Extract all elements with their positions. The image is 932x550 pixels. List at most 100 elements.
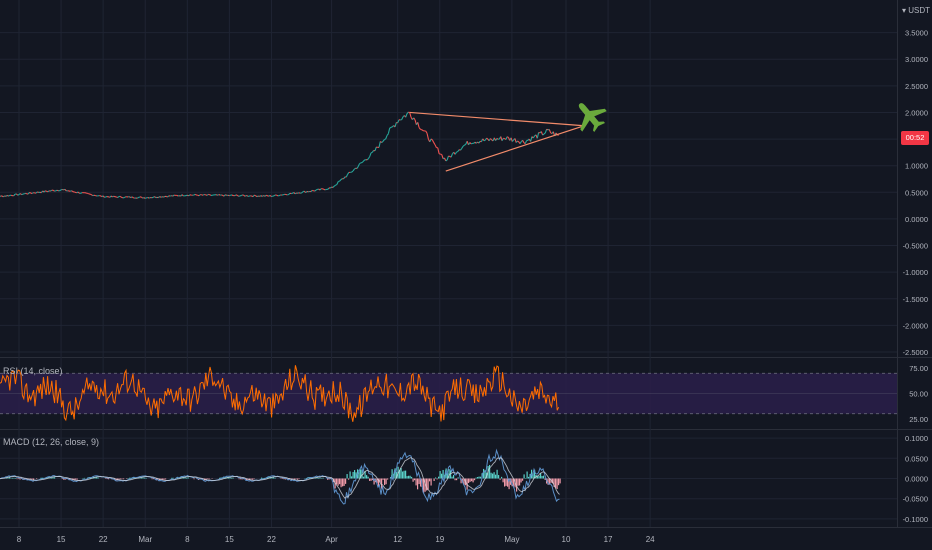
macd-histogram-bar (556, 478, 558, 490)
macd-histogram-bar (468, 478, 470, 483)
macd-histogram-bar (130, 477, 132, 479)
x-tick-label: 19 (435, 535, 444, 544)
macd-histogram-bar (438, 476, 440, 479)
macd-histogram-bar (339, 478, 341, 485)
price-segment (333, 184, 336, 187)
macd-histogram-bar (355, 472, 357, 479)
macd-tick-label: 0.0000 (905, 475, 928, 484)
macd-histogram-bar (418, 478, 420, 485)
macd-histogram-bar (451, 476, 453, 479)
price-segment (209, 194, 212, 196)
price-tick-label: -1.0000 (903, 268, 928, 277)
macd-histogram-bar (271, 477, 273, 479)
price-tick-label: -1.5000 (903, 295, 928, 304)
macd-histogram-bar (541, 476, 543, 479)
macd-histogram-bar (469, 478, 471, 482)
price-segment (441, 154, 444, 159)
macd-histogram-bar (267, 477, 269, 479)
macd-histogram-bar (528, 476, 530, 479)
price-segment (221, 194, 224, 197)
price-segment (43, 190, 46, 193)
macd-histogram-bar (246, 478, 248, 481)
price-segment (522, 139, 525, 143)
price-segment (340, 178, 343, 181)
price-segment (100, 195, 103, 198)
x-tick-label: 8 (185, 535, 190, 544)
macd-histogram-bar (411, 476, 413, 479)
macd-histogram-bar (33, 478, 35, 480)
macd-histogram-bar (442, 469, 444, 479)
price-segment (29, 191, 32, 194)
price-segment (17, 194, 20, 196)
rsi-pane[interactable] (0, 365, 897, 422)
macd-histogram-bar (327, 478, 329, 480)
x-tick-label: 15 (225, 535, 234, 544)
macd-label: MACD (12, 26, close, 9) (3, 437, 100, 447)
macd-histogram-bar (385, 478, 387, 485)
price-segment (50, 189, 53, 192)
price-segment (542, 133, 545, 136)
price-segment (104, 196, 106, 198)
macd-histogram-bar (193, 478, 195, 480)
macd-histogram-bar (429, 478, 431, 482)
price-segment (418, 127, 421, 130)
macd-histogram-bar (358, 469, 360, 479)
macd-histogram-bar (522, 478, 524, 481)
price-segment (425, 130, 428, 134)
macd-histogram-bar (376, 478, 378, 484)
price-segment (318, 188, 321, 191)
price-segment (166, 195, 168, 198)
price-segment (293, 192, 296, 195)
macd-histogram-bar (219, 477, 221, 479)
macd-histogram-bar (471, 478, 473, 482)
macd-pane[interactable] (0, 448, 561, 505)
price-segment (37, 191, 39, 193)
price-segment (140, 196, 143, 199)
macd-histogram-bar (336, 478, 338, 485)
price-segment (456, 151, 459, 153)
macd-histogram-bar (433, 478, 435, 481)
macd-histogram-bar (519, 478, 521, 486)
macd-histogram-bar (141, 477, 143, 479)
price-segment (110, 195, 113, 198)
macd-histogram-bar (345, 478, 347, 484)
price-segment (462, 144, 465, 147)
currency-dot: ▾ (902, 6, 909, 15)
macd-histogram-bar (18, 478, 20, 480)
x-tick-label: Mar (138, 535, 152, 544)
price-segment (550, 132, 553, 135)
price-segment (223, 194, 226, 197)
macd-histogram-bar (534, 469, 536, 479)
macd-histogram-bar (15, 477, 17, 479)
macd-histogram-bar (501, 476, 503, 479)
price-segment (119, 195, 122, 198)
macd-histogram-bar (294, 478, 296, 480)
price-segment (143, 197, 146, 199)
price-pane[interactable] (0, 111, 585, 201)
price-segment (540, 131, 544, 136)
price-segment (6, 194, 9, 197)
price-segment (77, 191, 80, 194)
macd-histogram-bar (496, 469, 498, 479)
macd-histogram-bar (435, 477, 437, 479)
macd-histogram-bar (64, 478, 66, 480)
price-tick-label: 1.0000 (905, 162, 928, 171)
x-tick-label: 10 (562, 535, 571, 544)
macd-histogram-bar (366, 475, 368, 479)
price-segment (255, 195, 258, 198)
grid-lines (0, 0, 932, 528)
axes: 8 15 22 Mar 8 15 22 Apr 12 19 May 10 17 24 3.5000 3.000… (17, 29, 928, 544)
macd-histogram-bar (540, 473, 542, 479)
price-segment (55, 189, 58, 192)
macd-histogram-bar (40, 477, 42, 479)
macd-histogram-bar (417, 478, 419, 490)
macd-histogram-bar (505, 478, 507, 486)
macd-histogram-bar (480, 476, 482, 479)
price-segment (13, 193, 16, 197)
price-segment (248, 195, 251, 197)
price-segment (102, 195, 105, 198)
macd-histogram-bar (36, 478, 38, 480)
price-segment (460, 147, 463, 151)
macd-histogram-bar (400, 468, 402, 479)
